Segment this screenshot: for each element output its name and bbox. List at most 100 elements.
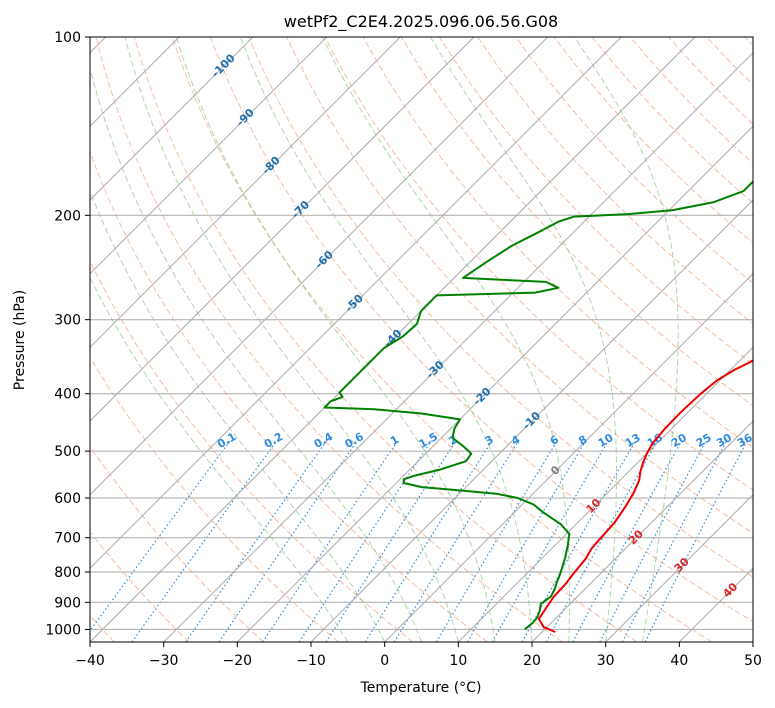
isotherm-label: -30 bbox=[424, 358, 447, 381]
mixing-ratio-label: 25 bbox=[694, 431, 714, 450]
dry-adiabat-line bbox=[744, 37, 753, 47]
dry-adiabat-line bbox=[400, 37, 753, 407]
dry-adiabat-line bbox=[248, 37, 753, 578]
mixing-ratio-label: 0.1 bbox=[215, 430, 238, 451]
mixing-ratio-line bbox=[491, 440, 609, 642]
isotherm-line bbox=[752, 641, 753, 642]
isotherm-line bbox=[90, 37, 254, 201]
isotherm-line bbox=[236, 125, 753, 642]
y-tick-label: 400 bbox=[54, 387, 81, 403]
dry-adiabat-line bbox=[90, 531, 190, 642]
x-tick-label: 40 bbox=[670, 653, 688, 669]
isotherm-line bbox=[310, 199, 753, 642]
mixing-ratio-line bbox=[131, 440, 278, 642]
temperature-profile-line bbox=[537, 359, 753, 633]
profile-lines bbox=[323, 180, 753, 633]
mixing-ratio-label: 4 bbox=[509, 433, 522, 448]
mixing-ratio-line bbox=[185, 440, 328, 642]
mixing-ratio-line bbox=[218, 440, 358, 642]
mixing-ratio-line bbox=[90, 440, 231, 632]
mixing-ratio-label: 36 bbox=[735, 431, 755, 450]
x-axis-ticks: −40 −30 −20 −10 0 10 20 30 40 50 bbox=[75, 642, 762, 669]
mixing-ratio-label: 3 bbox=[483, 433, 496, 448]
y-tick-label: 600 bbox=[54, 491, 81, 507]
isotherm-line bbox=[678, 567, 753, 642]
dry-adiabat-line bbox=[706, 37, 753, 86]
x-axis-label: Temperature (°C) bbox=[360, 680, 482, 696]
dry-adiabat-line bbox=[95, 37, 563, 642]
dry-adiabat-line bbox=[133, 37, 638, 642]
isotherm-line bbox=[90, 37, 401, 349]
y-tick-label: 200 bbox=[54, 208, 81, 224]
background-lines bbox=[90, 37, 753, 642]
dry-adiabat-line bbox=[90, 356, 339, 642]
isotherm-line bbox=[90, 37, 475, 422]
y-tick-label: 500 bbox=[54, 444, 81, 460]
x-tick-label: 20 bbox=[523, 653, 541, 669]
x-tick-label: −30 bbox=[149, 653, 179, 669]
dry-adiabat-line bbox=[90, 150, 488, 642]
y-tick-label: 700 bbox=[54, 531, 81, 547]
y-tick-label: 900 bbox=[54, 595, 81, 611]
dry-adiabat-line bbox=[553, 37, 753, 244]
y-tick-label: 1000 bbox=[45, 622, 81, 638]
isotherm-line bbox=[90, 37, 696, 642]
y-tick-label: 100 bbox=[54, 30, 81, 46]
mixing-ratio-line bbox=[298, 440, 432, 642]
x-tick-label: 30 bbox=[597, 653, 615, 669]
mixing-ratio-label: 10 bbox=[596, 431, 616, 450]
y-tick-label: 300 bbox=[54, 313, 81, 329]
plot-frame bbox=[89, 36, 754, 643]
dry-adiabat-line bbox=[438, 37, 753, 366]
x-tick-label: −10 bbox=[296, 653, 326, 669]
dry-adiabat-line bbox=[90, 259, 414, 642]
x-tick-label: −20 bbox=[223, 653, 253, 669]
dry-adiabat-line bbox=[515, 37, 753, 284]
y-tick-label: 800 bbox=[54, 565, 81, 581]
isotherm-line bbox=[531, 420, 753, 642]
mixing-ratio-label: 8 bbox=[576, 433, 589, 448]
isotherm-line bbox=[163, 51, 753, 642]
mixing-ratio-label: 6 bbox=[548, 433, 561, 448]
mixing-ratio-line bbox=[521, 440, 637, 642]
moist-adiabat-line bbox=[175, 37, 496, 642]
mixing-ratio-label: 30 bbox=[714, 431, 734, 450]
moist-adiabat-line bbox=[322, 37, 571, 642]
dry-adiabat-line bbox=[171, 37, 712, 642]
x-tick-label: −40 bbox=[75, 653, 105, 669]
moist-adiabat-line bbox=[430, 37, 617, 642]
mixing-ratio-line bbox=[599, 440, 707, 642]
dewpoint-profile-line bbox=[323, 180, 753, 631]
mixing-ratio-line bbox=[262, 440, 399, 642]
moist-adiabat-line bbox=[90, 65, 422, 642]
isotherm-line bbox=[90, 37, 328, 275]
y-axis-label: Pressure (hPa) bbox=[12, 290, 28, 390]
dry-adiabat-line bbox=[90, 445, 264, 642]
isotherm-line bbox=[605, 493, 753, 642]
dry-adiabat-line bbox=[668, 37, 753, 125]
x-tick-label: 10 bbox=[449, 653, 467, 669]
mixing-ratio-label: 13 bbox=[623, 431, 643, 450]
y-axis-ticks: 1000 900 800 700 600 500 400 300 200 100 bbox=[45, 30, 90, 638]
isotherm-line bbox=[384, 272, 753, 642]
moist-adiabat-line bbox=[90, 189, 386, 642]
dry-adiabat-line bbox=[210, 37, 753, 623]
chart-title: wetPf2_C2E4.2025.096.06.56.G08 bbox=[284, 12, 558, 32]
dry-adiabat-line bbox=[591, 37, 753, 204]
isotherm-line bbox=[90, 37, 622, 570]
x-tick-label: 50 bbox=[744, 653, 762, 669]
moist-adiabat-line bbox=[124, 37, 459, 642]
isotherm-line bbox=[90, 37, 549, 496]
mixing-ratio-line bbox=[435, 440, 558, 642]
moist-adiabat-line bbox=[239, 37, 533, 642]
isotherm-line bbox=[457, 346, 753, 642]
mixing-ratio-line bbox=[364, 440, 493, 642]
moist-adiabat-line bbox=[574, 37, 679, 642]
mixing-ratio-line bbox=[572, 440, 683, 642]
mixing-ratio-label: 0.2 bbox=[262, 430, 285, 451]
x-tick-label: 0 bbox=[380, 653, 389, 669]
moist-adiabat-line bbox=[90, 276, 349, 642]
mixing-ratio-line bbox=[644, 440, 748, 642]
line-labels: -100-90-80-70-60-50-40-30-20-100.1 0.2 0.4… bbox=[209, 51, 755, 600]
